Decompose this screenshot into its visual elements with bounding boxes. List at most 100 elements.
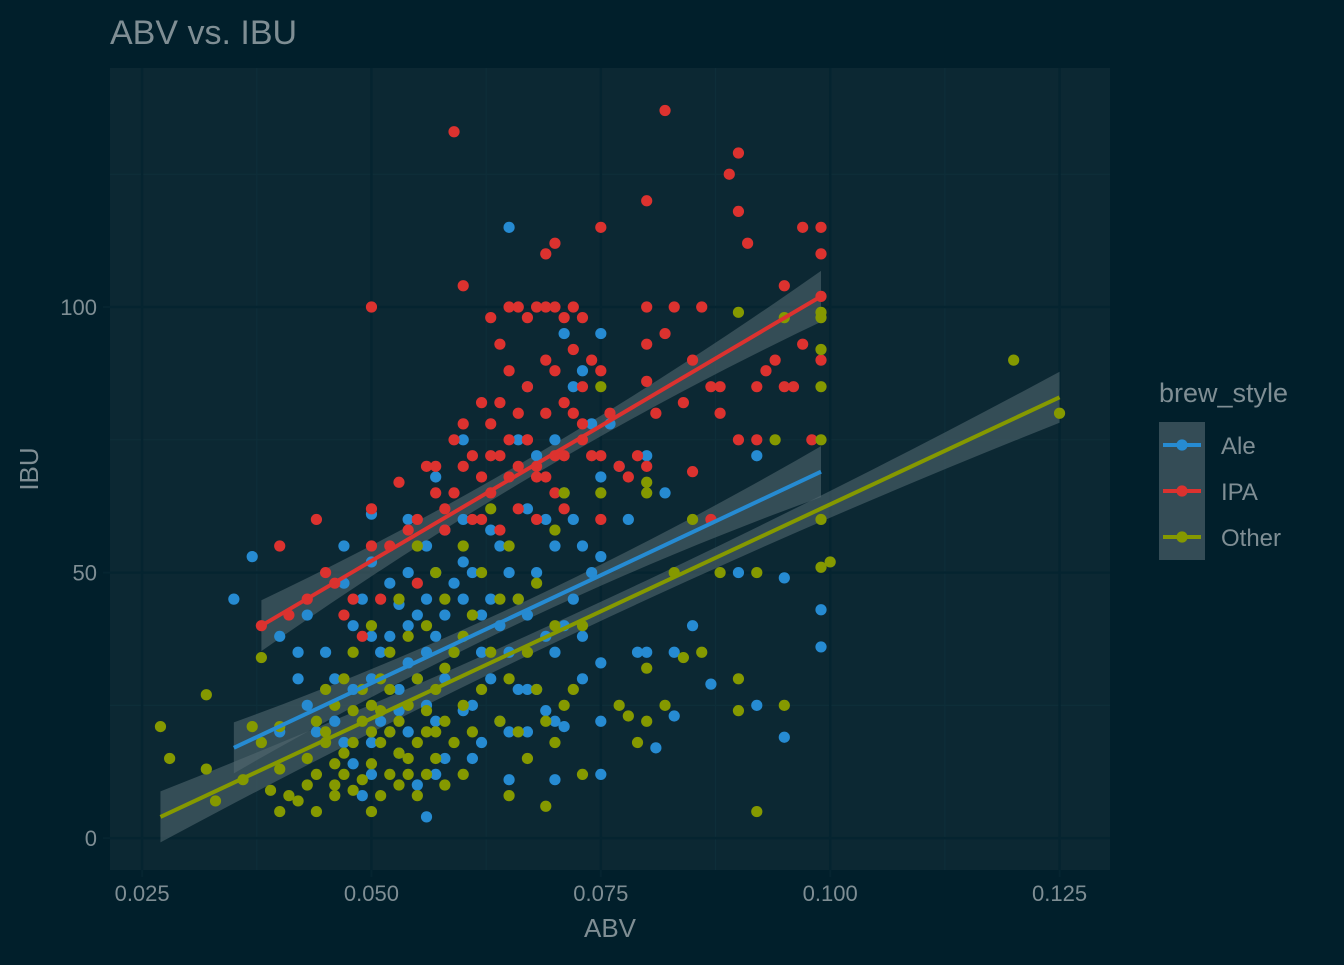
ipa-point [622,471,634,483]
ipa-point [420,460,433,472]
ipa-point [512,301,524,313]
other-point [439,779,451,791]
other-point [338,747,350,759]
ipa-point [494,450,506,462]
ipa-point [347,593,359,605]
ale-point [274,630,286,642]
other-point [439,715,451,727]
ale-point [310,726,323,738]
ipa-point [815,354,827,366]
ipa-point [576,418,589,430]
other-point [521,752,534,765]
other-point [301,752,313,765]
ale-point [595,715,607,727]
other-point [310,768,323,780]
ipa-point [751,381,763,393]
other-point [255,651,267,664]
ipa-point [466,513,478,526]
ale-point [595,327,607,340]
ipa-legend-label: IPA [1221,479,1258,506]
ipa-point [705,381,717,393]
other-point [815,343,827,356]
ipa-point [778,381,790,393]
other-point [815,434,827,446]
ipa-point [356,630,368,642]
other-point [255,736,267,749]
ipa-point [430,487,442,499]
other-point [200,763,212,775]
other-point [503,540,515,552]
other-point [751,566,763,579]
other-point [347,736,359,749]
ale-point [439,752,451,765]
ale-point [365,736,378,749]
x-axis-label: ABV [584,913,637,943]
ipa-point [365,301,378,313]
ale-point [751,450,763,462]
other-point [466,726,478,738]
other-point [430,752,442,765]
other-point [475,683,488,696]
ale-point [365,768,378,780]
ipa-point [714,407,726,419]
other-point [531,577,543,589]
ipa-point [521,381,534,393]
ale-point [228,593,240,605]
other-point [347,646,359,658]
ale-point [567,593,579,605]
ipa-point [742,237,754,249]
ipa-point [732,434,745,446]
ale-point [558,327,570,340]
ipa-point [411,577,423,589]
ale-point [668,710,680,722]
ale-point [365,630,378,642]
ale-point [576,630,589,642]
ipa-point [549,301,561,313]
other-point [319,683,332,696]
other-legend-point [1176,531,1188,543]
ipa-point [457,418,469,430]
ale-point [430,471,442,483]
ipa-point [365,503,378,515]
other-point [365,620,378,632]
ale-point [622,513,634,526]
other-point [292,795,304,807]
ale-point [751,699,763,711]
ipa-point [365,540,378,552]
ipa-point [567,407,579,419]
other-point [301,779,313,791]
ipa-point [402,524,414,536]
other-point [209,795,222,807]
x-axis-ticks: 0.025 0.050 0.075 0.100 0.125 [115,870,1087,906]
ale-point [686,620,699,632]
ipa-point [393,476,405,488]
other-point [824,556,836,568]
ipa-point [686,466,699,478]
ale-point [430,715,442,727]
other-point [246,720,258,733]
ale-point [668,646,680,658]
other-point [475,566,488,579]
other-point [613,699,625,711]
other-point [677,651,689,664]
ale-point [338,736,350,749]
ipa-point [769,354,781,366]
ale-point [356,593,368,605]
ale-point [457,593,469,605]
ale-point [595,471,607,483]
other-point [411,540,423,552]
other-legend-label: Other [1221,525,1281,552]
other-point [567,683,579,696]
other-point [485,503,497,515]
ipa-point [485,312,497,324]
ale-point [512,434,524,446]
ale-point [586,566,598,579]
ale-point [815,604,827,616]
other-point [365,758,378,770]
ipa-point [806,434,818,446]
other-point [430,566,442,579]
ipa-point [751,434,763,446]
other-point [420,705,433,717]
other-point [347,784,359,796]
